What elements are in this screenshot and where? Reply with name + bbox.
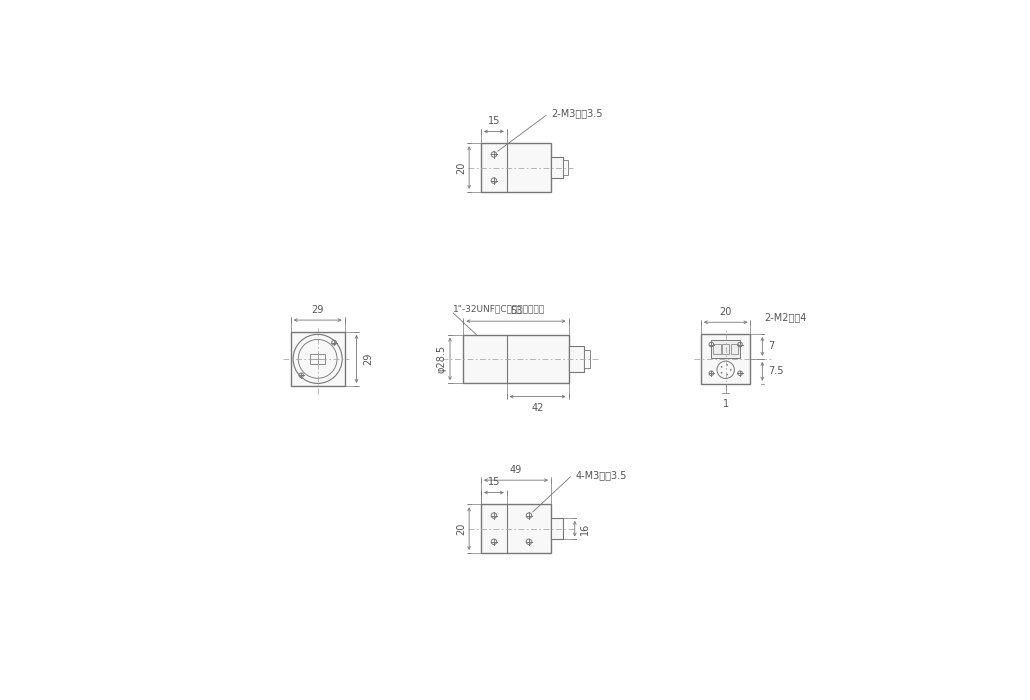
Text: 2-M2深こ4: 2-M2深こ4: [764, 312, 806, 322]
Text: 49: 49: [510, 465, 522, 475]
Text: 1: 1: [723, 399, 729, 409]
Text: 20: 20: [456, 522, 467, 535]
Text: 2-M3深こ3.5: 2-M3深こ3.5: [551, 108, 603, 118]
Bar: [569, 346, 584, 372]
Circle shape: [730, 369, 731, 371]
Bar: [481, 505, 551, 553]
Text: 29: 29: [363, 353, 373, 365]
Bar: [310, 354, 325, 364]
Circle shape: [726, 364, 728, 366]
Bar: [481, 144, 551, 192]
Bar: [464, 335, 569, 383]
Text: 15: 15: [488, 116, 501, 126]
Text: 1"-32UNF（Cマウントネジ）: 1"-32UNF（Cマウントネジ）: [452, 304, 545, 313]
Circle shape: [726, 374, 728, 375]
Text: 53: 53: [510, 306, 522, 316]
Circle shape: [721, 372, 722, 374]
Text: 29: 29: [311, 304, 323, 315]
Bar: [722, 344, 729, 354]
Text: 42: 42: [531, 403, 544, 413]
Bar: [714, 344, 721, 354]
Bar: [584, 350, 590, 368]
Bar: [290, 332, 345, 386]
Text: 20: 20: [720, 307, 732, 317]
Bar: [730, 344, 737, 354]
Bar: [551, 518, 563, 540]
Text: 4-M3深こ3.5: 4-M3深こ3.5: [576, 470, 626, 480]
Bar: [700, 334, 751, 384]
Circle shape: [721, 366, 722, 368]
Bar: [563, 160, 569, 175]
Text: 20: 20: [456, 162, 467, 174]
Bar: [712, 340, 741, 358]
Text: 7: 7: [767, 342, 774, 351]
Text: 16: 16: [580, 522, 590, 535]
Text: φ28.5: φ28.5: [437, 345, 447, 373]
Text: 7.5: 7.5: [767, 366, 783, 377]
Text: 15: 15: [488, 477, 501, 487]
Bar: [551, 157, 563, 178]
